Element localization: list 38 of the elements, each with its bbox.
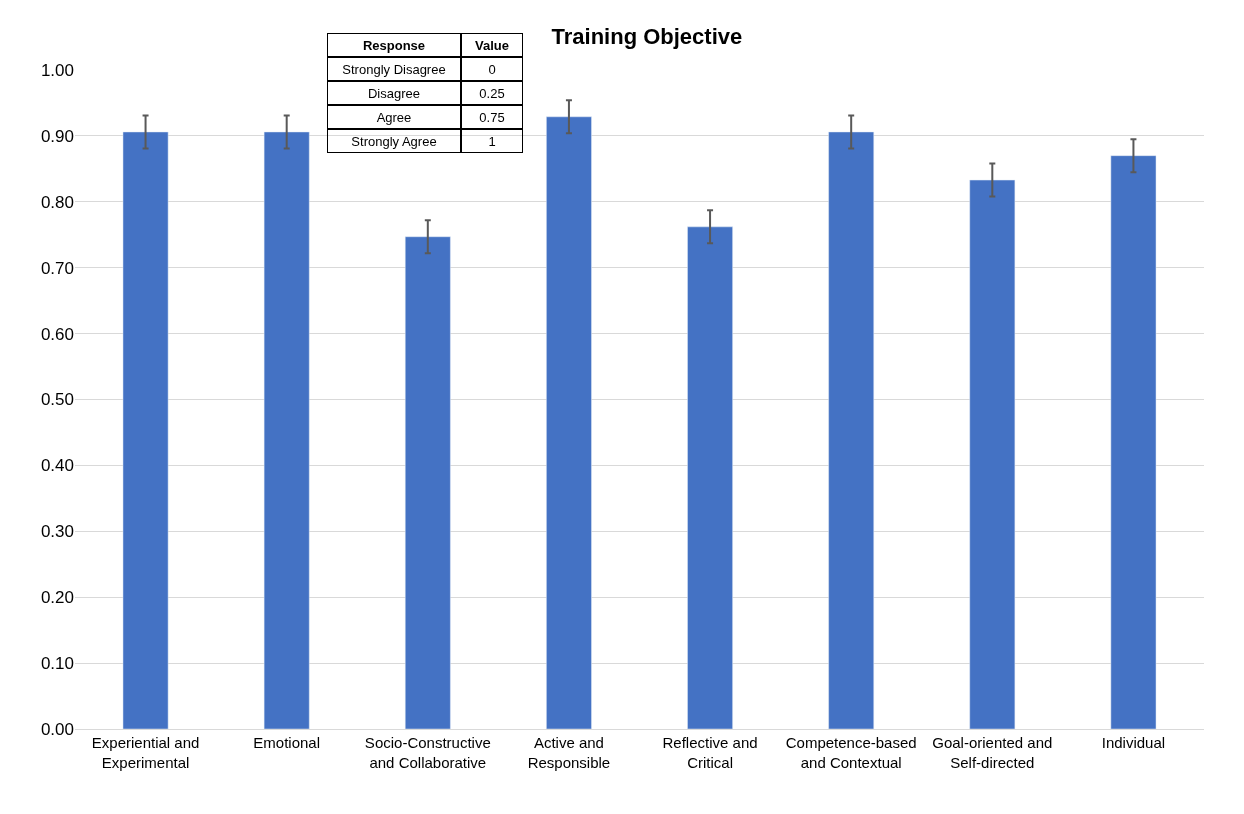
annotation: 1	[488, 133, 496, 149]
bar	[1110, 155, 1157, 729]
y-tick-label: 0.20	[40, 588, 74, 608]
annotation: Strongly Agree	[351, 133, 437, 149]
y-tick-label: 0.70	[40, 258, 74, 278]
bar	[404, 236, 451, 729]
annotation: 0.75	[479, 109, 505, 125]
x-tick-label: Active and Responsible	[527, 734, 611, 771]
bar	[122, 131, 169, 729]
y-tick-label: 0.10	[40, 654, 74, 674]
y-tick-label: 0.60	[40, 324, 74, 344]
x-tick-label: Reflective and Critical	[662, 734, 758, 771]
annotation: Disagree	[367, 85, 421, 101]
chart-title: Training Objective	[551, 23, 743, 49]
y-tick-label: 1.00	[40, 60, 74, 80]
bar	[969, 179, 1016, 729]
annotation: 0.25	[479, 85, 505, 101]
x-tick-label: Experiential and Experimental	[91, 734, 200, 771]
x-tick-label: Socio-Constructive and Collaborative	[364, 734, 491, 771]
annotation: Strongly Disagree	[342, 61, 446, 77]
bar	[687, 226, 733, 729]
x-tick-label: Competence-based and Contextual	[785, 734, 917, 771]
y-tick-label: 0.40	[40, 456, 74, 476]
bar	[263, 131, 310, 729]
y-tick-label: 0.90	[40, 126, 74, 146]
y-tick-label: 0.50	[40, 390, 74, 410]
bar	[546, 116, 592, 729]
x-tick-label: Emotional	[253, 734, 321, 751]
annotation: 0	[488, 61, 496, 77]
annotation: Agree	[376, 109, 412, 125]
text: Value	[475, 37, 509, 53]
bar	[828, 131, 875, 729]
x-tick-label: Individual	[1101, 734, 1166, 751]
y-tick-label: 0.00	[40, 719, 74, 739]
y-tick-label: 0.80	[40, 192, 74, 212]
y-tick-label: 0.30	[40, 522, 74, 542]
x-tick-label: Goal-oriented and Self-directed	[932, 734, 1053, 771]
text: Response	[362, 37, 426, 53]
